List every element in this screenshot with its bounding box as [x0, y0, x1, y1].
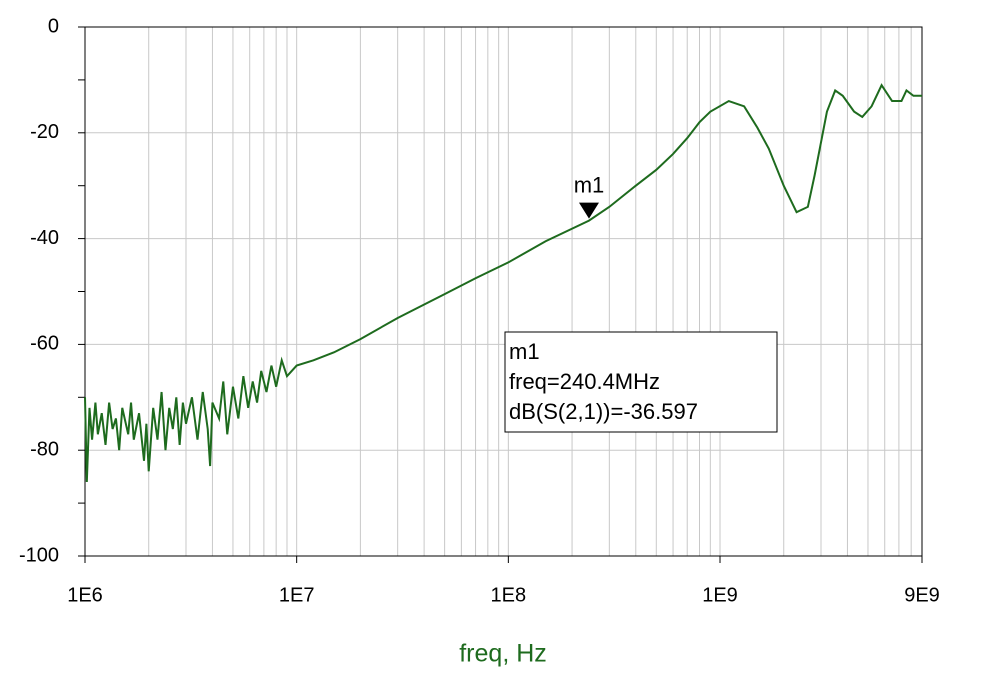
x-tick-label: 1E7: [279, 584, 315, 606]
y-tick-label: -60: [30, 333, 59, 355]
readout-box: [504, 331, 778, 433]
readout-name: m1: [509, 339, 540, 364]
x-tick-label: 9E9: [904, 584, 940, 606]
readout-line: freq=240.4MHz: [509, 369, 660, 394]
y-tick-label: -20: [30, 121, 59, 143]
readout-line: dB(S(2,1))=-36.597: [509, 399, 698, 424]
marker-name: m1: [574, 172, 605, 197]
x-tick-label: 1E9: [702, 584, 738, 606]
plot-frame: [84, 26, 923, 557]
data-line: [84, 83, 922, 482]
marker-triangle: [578, 202, 599, 219]
y-tick-label: 0: [48, 15, 59, 37]
y-tick-label: -80: [30, 438, 59, 460]
x-axis-label: freq, Hz: [459, 640, 547, 668]
x-tick-label: 1E6: [67, 584, 103, 606]
y-tick-label: -40: [30, 227, 59, 249]
x-tick-label: 1E8: [491, 584, 527, 606]
y-tick-label: -100: [19, 544, 59, 566]
